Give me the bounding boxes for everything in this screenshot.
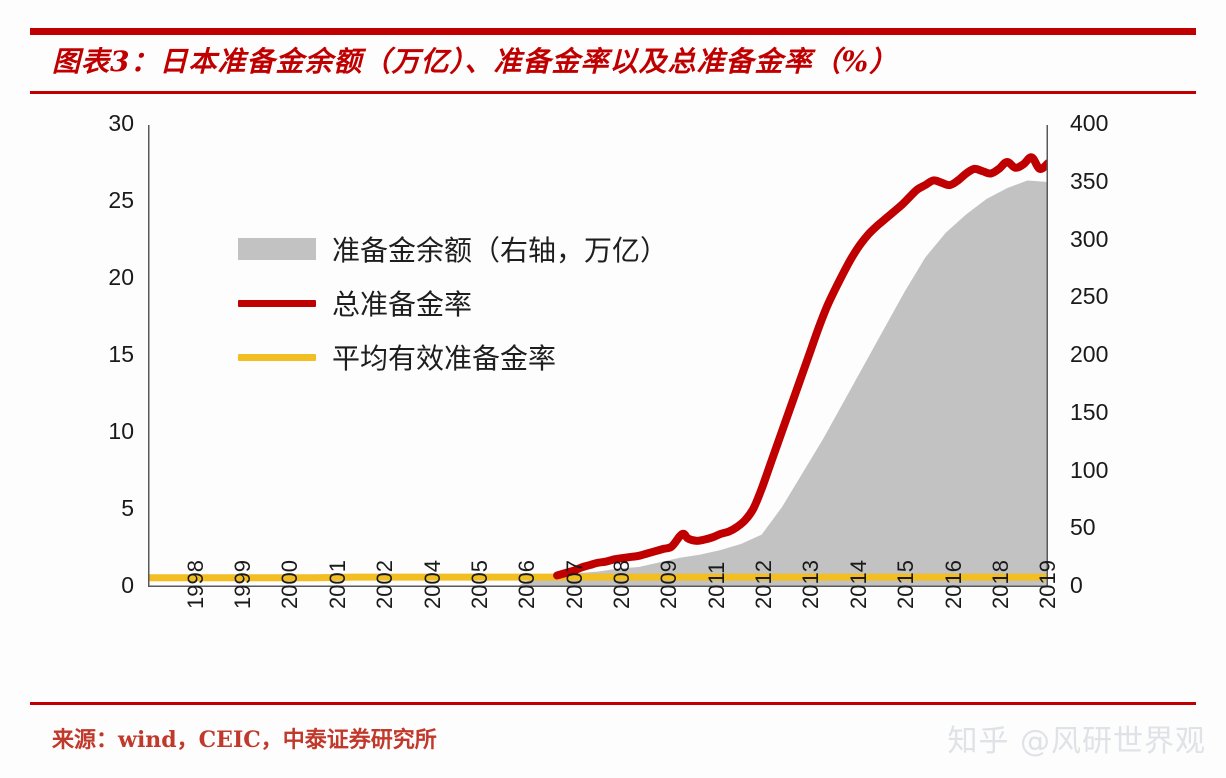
y-axis-right-tick: 200 [1070, 341, 1109, 367]
legend-item[interactable]: 准备金余额（右轴，万亿） [238, 222, 798, 276]
y-axis-right-tick: 150 [1070, 398, 1109, 425]
x-axis-tick: 2006 [514, 560, 540, 609]
x-axis-tick: 2000 [277, 560, 303, 609]
y-axis-left-tick: 0 [121, 572, 134, 598]
y-axis-right-tick: 100 [1070, 456, 1109, 483]
x-axis-tick: 2007 [561, 560, 587, 609]
chart-svg [148, 125, 1048, 587]
chart-legend: 准备金余额（右轴，万亿） 总准备金率平均有效准备金率 [238, 222, 798, 384]
y-axis-left-tick: 30 [108, 110, 134, 136]
y-axis-left-tick: 20 [108, 264, 134, 290]
x-axis-tick: 2013 [798, 560, 824, 609]
x-axis-tick: 2008 [609, 560, 634, 609]
y-axis-right-tick: 0 [1070, 572, 1083, 598]
source-note: 来源：wind，CEIC，中泰证券研究所 [52, 727, 437, 753]
legend-item[interactable]: 平均有效准备金率 [238, 330, 798, 384]
plot-region [148, 125, 1048, 587]
y-axis-right-tick: 250 [1070, 283, 1109, 310]
x-axis-tick: 2016 [940, 560, 966, 609]
y-axis-left-tick: 5 [121, 495, 134, 521]
series-area-reserve-balance [148, 180, 1048, 587]
x-axis-tick: 2004 [419, 560, 445, 609]
x-axis-tick: 2001 [324, 560, 350, 609]
legend-line-swatch [238, 353, 316, 361]
x-axis-tick: 2012 [751, 560, 777, 609]
x-axis-tick: 2011 [703, 561, 729, 609]
y-axis-right-tick: 350 [1070, 167, 1109, 194]
legend-item-label: 平均有效准备金率 [332, 342, 557, 375]
page-title: 图表3：日本准备金余额（万亿）、准备金率以及总准备金率（%） [52, 45, 899, 78]
legend-line-swatch [238, 299, 316, 307]
x-axis-tick: 2009 [656, 560, 682, 609]
x-axis-tick: 1998 [182, 560, 208, 609]
x-axis-tick: 2005 [466, 560, 492, 609]
y-axis-left-tick: 25 [108, 187, 134, 213]
x-axis-tick: 2019 [1035, 560, 1061, 609]
title-bar [30, 28, 1196, 94]
footer-divider [30, 702, 1196, 705]
y-axis-right-tick: 400 [1070, 110, 1109, 136]
legend-item-label: 总准备金率 [332, 288, 473, 321]
watermark: 知乎 @风研世界观 [947, 724, 1206, 759]
x-axis-tick: 2014 [845, 560, 871, 609]
legend-item[interactable]: 总准备金率 [238, 276, 798, 330]
y-axis-right-tick: 300 [1070, 225, 1109, 252]
chart-container: 准备金余额（右轴，万亿） 总准备金率 平均有效准备金率 0 5 10 15 20 25 30 0 5… [0, 100, 1226, 700]
x-axis-tick: 1999 [230, 560, 256, 609]
y-axis-right-tick: 50 [1070, 514, 1096, 541]
y-axis-left-tick: 10 [108, 418, 134, 444]
x-axis-tick: 2018 [987, 560, 1013, 609]
series-line-total-reserve-rate [553, 153, 1048, 580]
legend-item-label: 准备金余额（右轴，万亿） [332, 234, 669, 267]
x-axis-tick: 2002 [372, 560, 398, 609]
legend-area-swatch [238, 238, 316, 260]
x-axis-tick: 2015 [893, 560, 919, 609]
y-axis-left-tick: 15 [108, 341, 134, 367]
